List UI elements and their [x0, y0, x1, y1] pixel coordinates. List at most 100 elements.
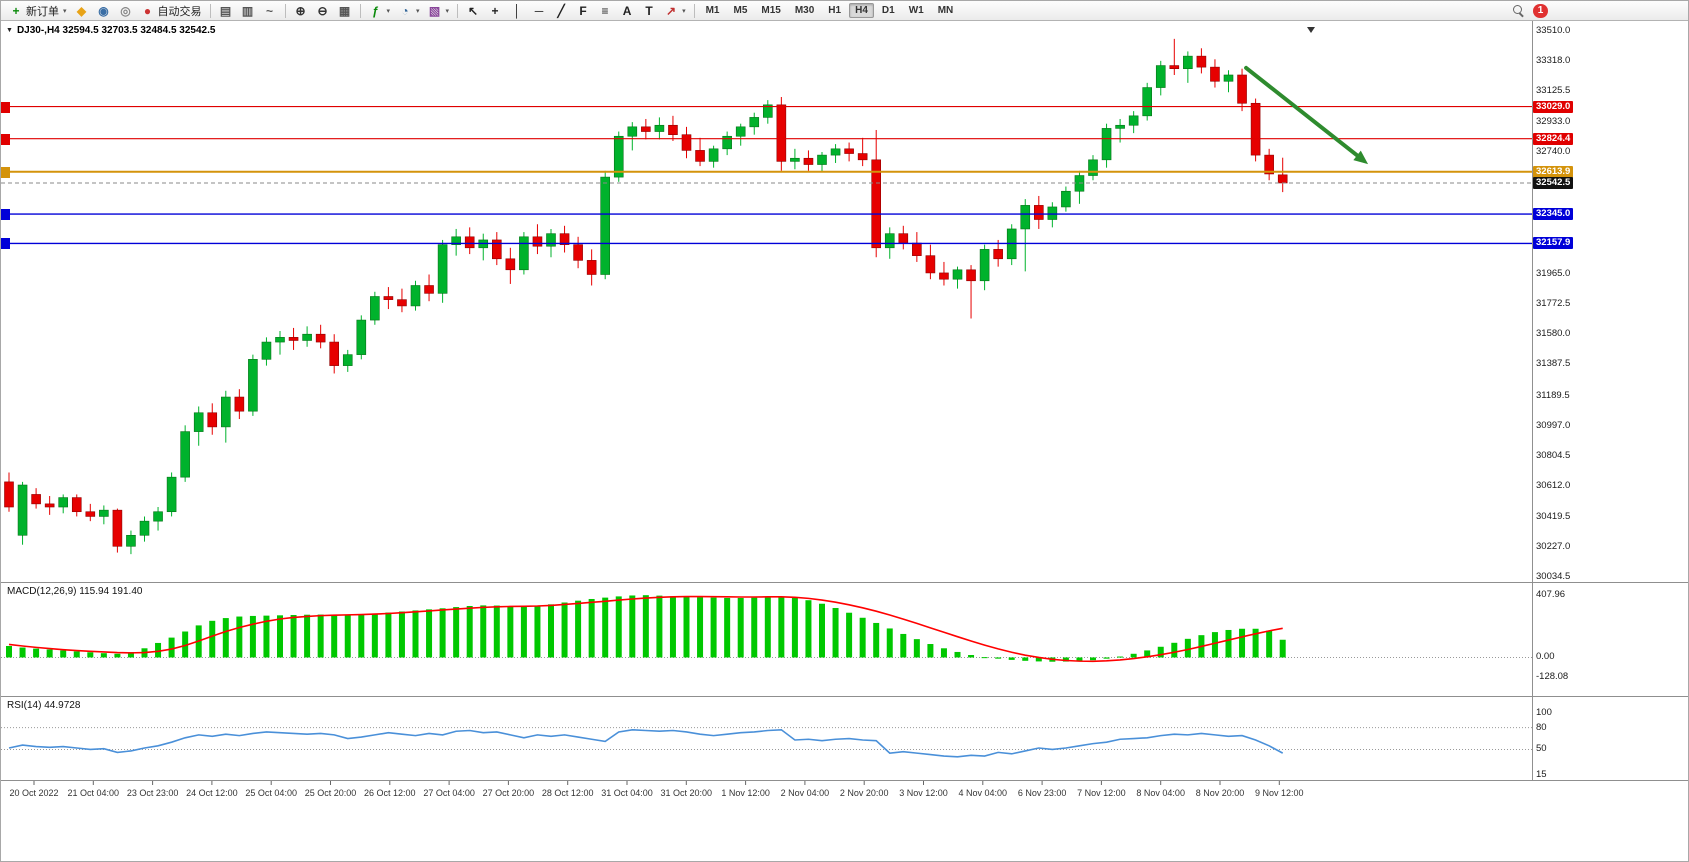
- time-axis[interactable]: 20 Oct 2022 21 Oct 04:00 23 Oct 23:00 24 Oc…: [1, 780, 1688, 803]
- price-line-label: 33029.0: [1533, 100, 1574, 113]
- toolbar-profile-button[interactable]: ◉: [93, 3, 115, 19]
- crosshair-icon: +: [491, 3, 499, 18]
- price-line-edge-mark: [1, 133, 10, 145]
- toolbar-vertical-line-button[interactable]: │: [506, 3, 528, 19]
- time-axis-label: 8 Nov 20:00: [1195, 788, 1245, 798]
- timeframe-m1-button[interactable]: M1: [705, 5, 720, 16]
- toolbar-cursor-button[interactable]: ↖: [462, 3, 484, 19]
- rsi-axis-label: 50: [1536, 743, 1547, 755]
- toolbar-tile-windows-button[interactable]: ▦: [334, 3, 356, 19]
- price-line-edge-mark: [1, 101, 10, 113]
- toolbar-zoom-out-button[interactable]: ⊖: [312, 3, 334, 19]
- price-axis-label: 31580.0: [1536, 328, 1571, 340]
- main-chart-panel[interactable]: ▼ DJ30-,H4 32594.5 32703.5 32484.5 32542…: [1, 21, 1688, 582]
- macd-axis-label: 407.96: [1536, 589, 1566, 601]
- rsi-panel[interactable]: RSI(14) 44.9728 100 80 50 15: [1, 696, 1688, 781]
- time-axis-label: 25 Oct 04:00: [245, 788, 297, 798]
- toolbar-separator: [359, 3, 361, 18]
- search-icon[interactable]: [1513, 5, 1525, 17]
- time-axis-label: 1 Nov 12:00: [721, 788, 770, 798]
- toolbar-indicators-button[interactable]: ƒ ▾: [365, 3, 395, 19]
- toolbar-separator: [457, 3, 459, 18]
- chart-title-text: DJ30-,H4 32594.5 32703.5 32484.5 32542.5: [16, 25, 216, 36]
- macd-panel[interactable]: MACD(12,26,9) 115.94 191.40 407.96 0.00 -1…: [1, 582, 1688, 697]
- candle-chart-mode-icon: ▥: [241, 3, 254, 18]
- price-line-label: 32824.4: [1533, 132, 1574, 145]
- horizontal-line-icon: ─: [534, 3, 544, 18]
- chevron-down-icon: ▾: [416, 7, 420, 15]
- price-axis-label: 30227.0: [1536, 540, 1571, 552]
- rsi-line: [8, 728, 1284, 758]
- toolbar-new-order-button[interactable]: + 新订单 ▾: [5, 2, 71, 20]
- toolbar-text-button[interactable]: A: [616, 3, 638, 19]
- toolbar-candle-chart-mode-button[interactable]: ▥: [237, 3, 259, 19]
- price-axis-label: 32933.0: [1536, 115, 1571, 127]
- time-axis-label: 2 Nov 20:00: [839, 788, 889, 798]
- toolbar-separator: [693, 3, 695, 18]
- auto-trading-label: 自动交易: [157, 5, 202, 18]
- new-order-icon: +: [12, 3, 20, 18]
- price-line-edge-mark: [1, 166, 10, 178]
- toolbar-line-chart-mode-button[interactable]: ~: [259, 3, 281, 19]
- trendline-icon: ╱: [557, 3, 565, 18]
- price-line-label: 32542.5: [1533, 176, 1574, 189]
- toolbar-crosshair-button[interactable]: +: [484, 3, 506, 19]
- toolbar-trendline-button[interactable]: ╱: [550, 3, 572, 19]
- time-axis-label: 3 Nov 12:00: [899, 788, 948, 798]
- bar-chart-mode-icon: ▤: [219, 3, 232, 18]
- timeframe-m5-button[interactable]: M5: [733, 5, 748, 16]
- timeframe-mn-button[interactable]: MN: [937, 5, 954, 16]
- toolbar-zoom-in-button[interactable]: ⊕: [290, 3, 312, 19]
- macd-chart: [1, 583, 1533, 697]
- toolbar-signals-button[interactable]: ◎: [115, 3, 137, 19]
- line-chart-mode-icon: ~: [266, 3, 274, 18]
- rsi-chart: [1, 697, 1533, 781]
- timeframe-h4-button[interactable]: H4: [849, 3, 874, 18]
- price-axis-label: 30419.5: [1536, 510, 1571, 522]
- chevron-down-icon: ▾: [63, 7, 67, 15]
- trend-arrow: [1244, 65, 1364, 162]
- time-axis-label: 2 Nov 04:00: [780, 788, 830, 798]
- time-axis-label: 31 Oct 04:00: [601, 788, 653, 798]
- text-label-icon: T: [645, 3, 653, 18]
- price-axis-label: 31965.0: [1536, 267, 1571, 279]
- toolbar-horizontal-line-button[interactable]: ─: [528, 3, 550, 19]
- price-axis-label: 33125.5: [1536, 85, 1571, 97]
- time-axis-label: 27 Oct 04:00: [423, 788, 475, 798]
- chart-title: ▼ DJ30-,H4 32594.5 32703.5 32484.5 32542…: [6, 25, 215, 36]
- time-axis-label: 23 Oct 23:00: [126, 788, 179, 798]
- time-axis-label: 20 Oct 2022: [9, 788, 59, 798]
- timeframe-m15-button[interactable]: M15: [761, 5, 781, 16]
- rsi-axis-label: 100: [1536, 707, 1552, 718]
- toolbar-templates-button[interactable]: ▧ ▾: [424, 3, 454, 19]
- timeframe-m30-button[interactable]: M30: [794, 5, 815, 16]
- time-axis-label: 9 Nov 12:00: [1255, 788, 1304, 798]
- toolbar-alerts-button[interactable]: ◆: [71, 3, 93, 19]
- price-axis-label: 31387.5: [1536, 358, 1571, 370]
- time-axis-label: 6 Nov 23:00: [1017, 788, 1067, 798]
- toolbar-auto-trading-button[interactable]: ● 自动交易: [137, 2, 206, 20]
- toolbar-text-label-button[interactable]: T: [638, 3, 660, 19]
- toolbar-arrows-button[interactable]: ↗ ▾: [660, 3, 690, 19]
- toolbar-separator: [209, 3, 211, 18]
- tile-windows-icon: ▦: [338, 3, 351, 18]
- trend-arrow-head: [1353, 150, 1369, 165]
- timeframe-d1-button[interactable]: D1: [881, 5, 895, 16]
- price-axis-label: 30612.0: [1536, 480, 1571, 492]
- toolbar-shapes-button[interactable]: ≡: [594, 3, 616, 19]
- toolbar-fibonacci-button[interactable]: F: [572, 3, 594, 19]
- macd-histogram: [6, 595, 1286, 662]
- time-axis-label: 28 Oct 12:00: [541, 788, 594, 798]
- price-axis-label: 30804.5: [1536, 450, 1571, 462]
- price-axis-label: 33510.0: [1536, 25, 1571, 36]
- time-axis-label: 25 Oct 20:00: [304, 788, 357, 798]
- notification-badge[interactable]: 1: [1533, 4, 1548, 18]
- toolbar-periods-button[interactable]: ◔ ▾: [394, 3, 424, 19]
- time-axis-label: 26 Oct 12:00: [364, 788, 416, 798]
- timeframe-w1-button[interactable]: W1: [908, 5, 924, 16]
- vertical-line-icon: │: [513, 3, 521, 18]
- time-axis-label: 27 Oct 20:00: [482, 788, 535, 798]
- toolbar-bar-chart-mode-button[interactable]: ▤: [215, 3, 237, 19]
- symbol-dropdown-icon[interactable]: ▼: [6, 27, 13, 34]
- timeframe-h1-button[interactable]: H1: [828, 5, 842, 16]
